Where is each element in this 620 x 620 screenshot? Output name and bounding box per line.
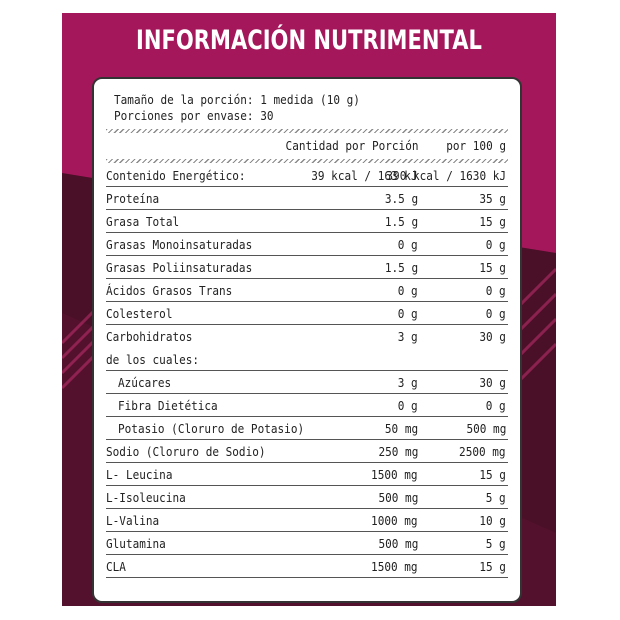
nutrient-label: L- Leucina — [106, 468, 173, 482]
nutrient-label: Carbohidratos — [106, 330, 193, 344]
nutrient-per-100g: 390 kcal / 1630 kJ — [386, 169, 506, 183]
nutrient-label: Azúcares — [118, 376, 172, 390]
separator — [106, 159, 508, 163]
servings-per-container: Porciones por envase: 30 — [114, 109, 274, 123]
nutrient-label: Contenido Energético: — [106, 169, 246, 183]
row-divider — [106, 577, 508, 578]
row-divider — [106, 324, 508, 325]
nutrient-label: Proteína — [106, 192, 160, 206]
row-divider — [106, 462, 508, 463]
nutrient-per-serving: 1500 mg — [371, 560, 418, 574]
nutrient-per-100g: 0 g — [486, 399, 506, 413]
nutrient-per-serving: 0 g — [398, 284, 418, 298]
nutrient-per-100g: 0 g — [486, 238, 506, 252]
nutrient-per-100g: 500 mg — [466, 422, 506, 436]
row-divider — [106, 554, 508, 555]
nutrient-per-serving: 0 g — [398, 399, 418, 413]
nutrient-label: Grasa Total — [106, 215, 180, 229]
nutrient-per-100g: 15 g — [479, 215, 506, 229]
nutrient-per-serving: 3 g — [398, 330, 418, 344]
nutrient-label: Glutamina — [106, 537, 166, 551]
row-divider — [106, 531, 508, 532]
nutrient-per-100g: 2500 mg — [459, 445, 506, 459]
row-divider — [106, 416, 508, 417]
nutrient-label: Colesterol — [106, 307, 173, 321]
row-divider — [106, 186, 508, 187]
row-divider — [106, 508, 508, 509]
nutrient-per-100g: 10 g — [479, 514, 506, 528]
row-divider — [106, 393, 508, 394]
nutrient-label: Grasas Monoinsaturadas — [106, 238, 253, 252]
nutrient-label: Fibra Dietética — [118, 399, 218, 413]
panel-title: INFORMACIÓN NUTRIMENTAL — [136, 25, 482, 56]
nutrition-facts-card: Tamaño de la porción: 1 medida (10 g) Po… — [92, 77, 522, 603]
nutrient-per-serving: 1500 mg — [371, 468, 418, 482]
header-per-serving: Cantidad por Porción — [285, 139, 418, 153]
nutrient-per-serving: 3 g — [398, 376, 418, 390]
nutrient-per-serving: 250 mg — [378, 445, 418, 459]
row-divider — [106, 278, 508, 279]
nutrient-label: CLA — [106, 560, 126, 574]
nutrient-per-serving: 3.5 g — [384, 192, 418, 206]
nutrient-per-100g: 35 g — [479, 192, 506, 206]
nutrient-per-serving: 500 mg — [378, 491, 418, 505]
header-per-100g: por 100 g — [446, 139, 506, 153]
nutrition-panel: INFORMACIÓN NUTRIMENTAL Tamaño de la por… — [62, 13, 556, 606]
nutrient-per-100g: 5 g — [486, 491, 506, 505]
nutrient-per-serving: 1000 mg — [371, 514, 418, 528]
nutrient-per-100g: 15 g — [479, 261, 506, 275]
row-divider — [106, 209, 508, 210]
nutrient-label: L-Valina — [106, 514, 160, 528]
nutrient-per-100g: 0 g — [486, 284, 506, 298]
nutrient-per-serving: 39 kcal / 163 kJ — [311, 169, 418, 183]
separator — [106, 129, 508, 133]
nutrient-label: Sodio (Cloruro de Sodio) — [106, 445, 266, 459]
nutrient-per-serving: 1.5 g — [384, 261, 418, 275]
nutrient-label: Ácidos Grasos Trans — [106, 284, 233, 298]
row-divider — [106, 439, 508, 440]
nutrient-per-serving: 0 g — [398, 238, 418, 252]
nutrient-label: Grasas Poliinsaturadas — [106, 261, 253, 275]
row-divider — [106, 485, 508, 486]
nutrient-per-serving: 0 g — [398, 307, 418, 321]
nutrient-per-100g: 30 g — [479, 330, 506, 344]
row-divider — [106, 255, 508, 256]
nutrient-per-100g: 30 g — [479, 376, 506, 390]
nutrient-per-serving: 500 mg — [378, 537, 418, 551]
serving-size: Tamaño de la porción: 1 medida (10 g) — [114, 93, 360, 107]
nutrient-label: de los cuales: — [106, 353, 200, 367]
row-divider — [106, 301, 508, 302]
nutrient-per-100g: 15 g — [479, 560, 506, 574]
row-divider — [106, 232, 508, 233]
nutrient-label: Potasio (Cloruro de Potasio) — [118, 422, 305, 436]
nutrient-per-100g: 15 g — [479, 468, 506, 482]
nutrient-per-100g: 0 g — [486, 307, 506, 321]
nutrient-label: L-Isoleucina — [106, 491, 186, 505]
nutrient-per-serving: 50 mg — [384, 422, 418, 436]
row-divider — [106, 370, 508, 371]
nutrient-per-serving: 1.5 g — [384, 215, 418, 229]
nutrient-per-100g: 5 g — [486, 537, 506, 551]
